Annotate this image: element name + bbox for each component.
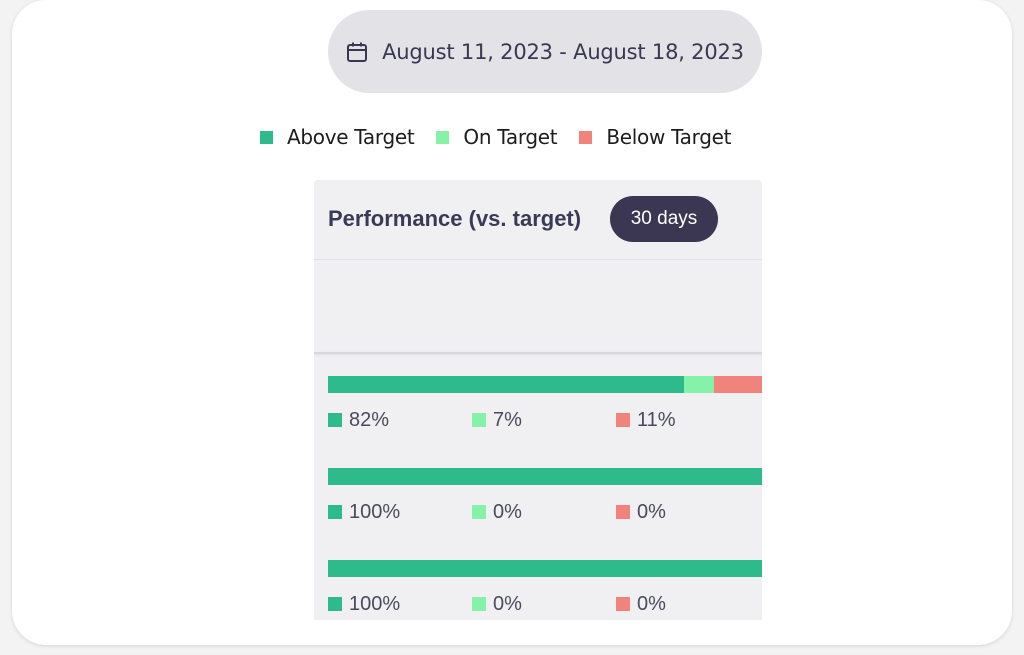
stat-on: 0% xyxy=(472,500,522,524)
stacked-bar xyxy=(328,468,762,485)
stat-on: 0% xyxy=(472,592,522,616)
dashboard-card: August 11, 2023 - August 18, 2023 Above … xyxy=(12,0,1012,645)
row-stats: 100% 0% 0% xyxy=(328,592,762,616)
legend-swatch-above xyxy=(260,130,273,144)
legend-label-below: Below Target xyxy=(606,125,732,149)
stat-on: 7% xyxy=(472,408,522,432)
stat-below: 0% xyxy=(616,500,666,524)
stat-swatch-below xyxy=(616,505,630,519)
legend-label-on: On Target xyxy=(463,125,558,149)
performance-row: 82% 7% 11% xyxy=(328,376,762,436)
performance-panel: Performance (vs. target) 30 days 82% 7% 11… xyxy=(314,180,762,620)
row-stats: 82% 7% 11% xyxy=(328,408,762,432)
stat-value-below: 0% xyxy=(637,592,666,615)
stat-swatch-on xyxy=(472,413,486,427)
stat-swatch-on xyxy=(472,505,486,519)
legend-swatch-on xyxy=(436,130,450,144)
stat-value-below: 11% xyxy=(637,408,676,431)
legend: Above Target On Target Below Target xyxy=(260,122,731,152)
stat-value-on: 0% xyxy=(493,592,522,615)
panel-divider xyxy=(314,352,762,354)
stat-above: 100% xyxy=(328,500,400,524)
panel-header: Performance (vs. target) 30 days xyxy=(314,180,762,260)
stat-value-below: 0% xyxy=(637,500,666,523)
stat-swatch-below xyxy=(616,597,630,611)
stat-value-above: 100% xyxy=(349,592,401,615)
stat-above: 82% xyxy=(328,408,389,432)
period-badge[interactable]: 30 days xyxy=(610,196,718,242)
bar-segment-below xyxy=(714,376,762,393)
stat-above: 100% xyxy=(328,592,400,616)
legend-item-on: On Target xyxy=(436,125,558,149)
stacked-bar xyxy=(328,376,762,393)
row-stats: 100% 0% 0% xyxy=(328,500,762,524)
stat-value-above: 82% xyxy=(349,408,390,431)
stat-below: 0% xyxy=(616,592,666,616)
legend-label-above: Above Target xyxy=(287,125,415,149)
performance-row: 100% 0% 0% xyxy=(328,560,762,620)
stat-swatch-on xyxy=(472,597,486,611)
stacked-bar xyxy=(328,560,762,577)
stat-value-above: 100% xyxy=(349,500,401,523)
legend-swatch-below xyxy=(579,130,593,144)
bar-segment-above xyxy=(328,376,684,393)
calendar-icon xyxy=(347,42,368,62)
date-range-picker[interactable]: August 11, 2023 - August 18, 2023 xyxy=(328,10,762,93)
performance-row: 100% 0% 0% xyxy=(328,468,762,528)
bar-segment-on xyxy=(683,376,715,393)
panel-title: Performance (vs. target) xyxy=(328,206,582,231)
stat-swatch-above xyxy=(328,413,342,427)
stat-value-on: 0% xyxy=(493,500,522,523)
stat-swatch-below xyxy=(616,413,630,427)
legend-item-above: Above Target xyxy=(260,125,415,149)
stat-value-on: 7% xyxy=(493,408,522,431)
stat-swatch-above xyxy=(328,505,342,519)
bar-segment-above xyxy=(328,560,762,577)
stat-swatch-above xyxy=(328,597,342,611)
bar-segment-above xyxy=(328,468,762,485)
legend-item-below: Below Target xyxy=(579,125,731,149)
stat-below: 11% xyxy=(616,408,676,432)
date-range-label: August 11, 2023 - August 18, 2023 xyxy=(382,39,744,64)
